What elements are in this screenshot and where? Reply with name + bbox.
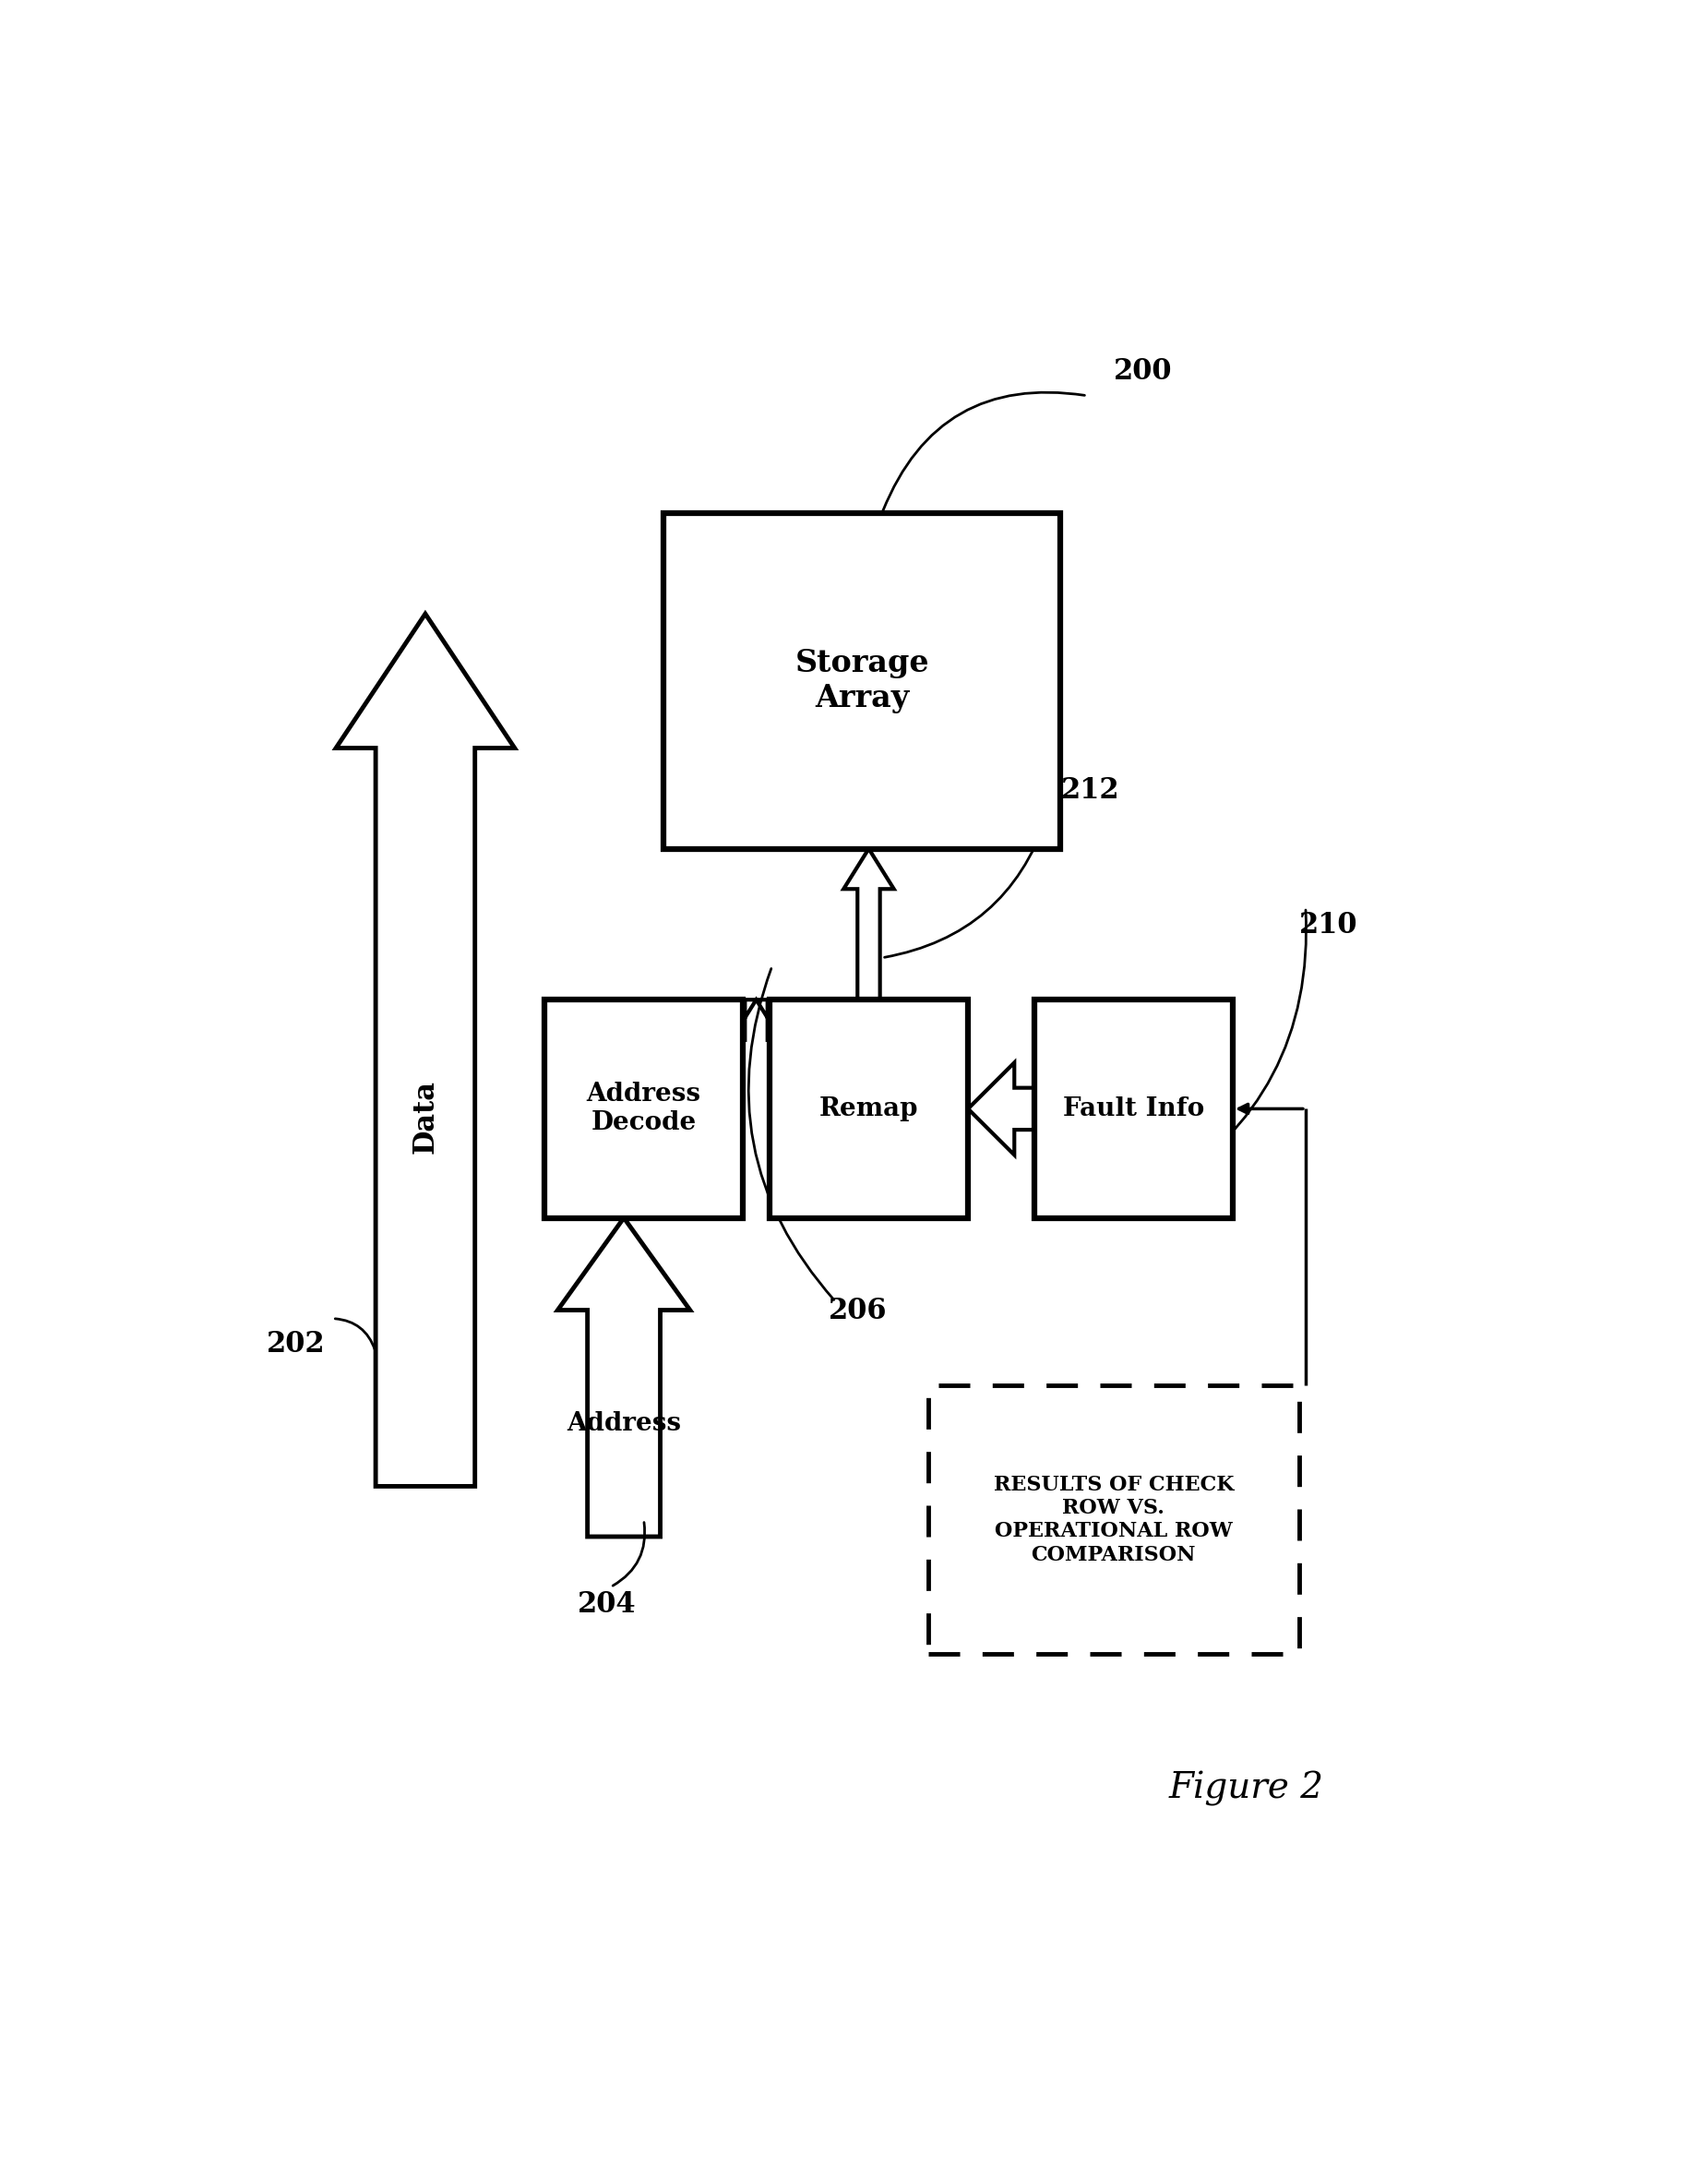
- Text: 212: 212: [1061, 776, 1119, 804]
- Text: 210: 210: [1300, 911, 1358, 939]
- Text: 202: 202: [266, 1329, 325, 1358]
- Text: 206: 206: [828, 1297, 888, 1325]
- Text: Address
Decode: Address Decode: [586, 1083, 700, 1135]
- Polygon shape: [557, 1218, 690, 1536]
- Polygon shape: [731, 1000, 781, 1039]
- Bar: [663, 514, 1061, 850]
- Polygon shape: [844, 850, 893, 1000]
- Text: Address: Address: [567, 1412, 681, 1436]
- Polygon shape: [336, 614, 514, 1486]
- Text: Fault Info: Fault Info: [1062, 1096, 1204, 1122]
- Bar: [929, 1386, 1300, 1654]
- Bar: [769, 1000, 968, 1218]
- Text: Figure 2: Figure 2: [1168, 1772, 1324, 1806]
- Text: 204: 204: [577, 1591, 635, 1619]
- Bar: [545, 1000, 743, 1218]
- Bar: [1035, 1000, 1233, 1218]
- Text: RESULTS OF CHECK
ROW VS.
OPERATIONAL ROW
COMPARISON: RESULTS OF CHECK ROW VS. OPERATIONAL ROW…: [994, 1475, 1233, 1565]
- Text: Remap: Remap: [820, 1096, 919, 1122]
- Text: 200: 200: [1114, 357, 1172, 386]
- Polygon shape: [968, 1063, 1035, 1155]
- Text: Data: Data: [412, 1081, 439, 1155]
- Text: Storage
Array: Storage Array: [794, 647, 929, 715]
